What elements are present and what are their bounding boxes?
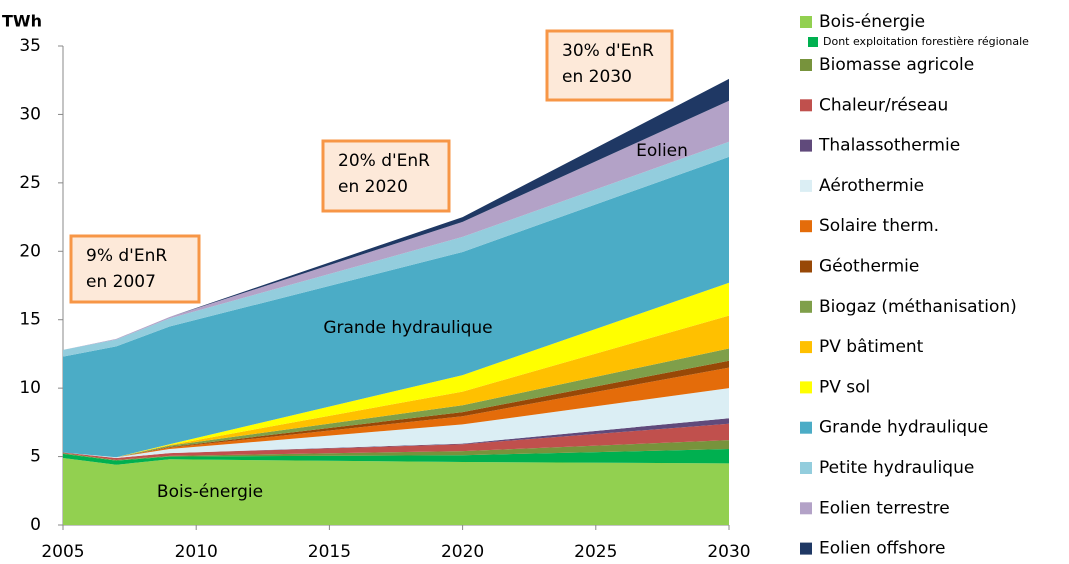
legend-label: Grande hydraulique (819, 418, 988, 438)
legend-label: PV bâtiment (819, 337, 924, 357)
area (63, 141, 729, 357)
legend-label: Petite hydraulique (819, 458, 974, 478)
legend-label: Eolien terrestre (819, 498, 950, 518)
annotation-text: 9% d'EnR (86, 246, 167, 266)
y-tick-label: 10 (19, 378, 41, 398)
area (63, 388, 729, 458)
legend-label: Dont exploitation forestière régionale (823, 35, 1029, 48)
area (63, 156, 729, 458)
annotation-box (545, 29, 674, 102)
legend-label: Biogaz (méthanisation) (819, 297, 1017, 317)
y-tick-label: 35 (19, 36, 41, 56)
legend-swatch (800, 139, 812, 152)
legend-swatch (800, 16, 812, 28)
legend-label: Biomasse agricole (819, 55, 974, 75)
area (63, 423, 729, 460)
annotation-text: en 2007 (86, 272, 156, 292)
legend-swatch (800, 260, 812, 273)
x-tick-label: 2020 (441, 542, 484, 562)
legend-label: Thalassothermie (818, 136, 960, 156)
x-tick-label: 2005 (41, 542, 84, 562)
annotation-box (69, 234, 201, 304)
area (63, 457, 729, 525)
legend-label: Chaleur/réseau (819, 95, 948, 115)
legend-swatch (800, 341, 812, 354)
legend-swatch (800, 542, 812, 555)
area-label: Grande hydraulique (323, 318, 492, 338)
area (63, 449, 729, 465)
legend-label: Aérothermie (819, 176, 924, 196)
annotation-text: en 2020 (338, 177, 408, 197)
y-tick-label: 5 (30, 447, 41, 467)
legend-label: Bois-énergie (819, 12, 925, 32)
y-tick-label: 0 (30, 515, 41, 535)
legend-swatch (800, 300, 812, 313)
y-tick-label: 30 (19, 104, 41, 124)
area (63, 440, 729, 461)
x-tick-label: 2030 (707, 542, 750, 562)
x-tick-label: 2025 (574, 542, 617, 562)
x-tick-label: 2010 (175, 542, 218, 562)
area-label: Eolien (636, 141, 688, 161)
legend-label: Eolien offshore (819, 539, 945, 559)
legend-label: Solaire therm. (819, 216, 939, 236)
annotation-box (321, 139, 451, 213)
legend-label: PV sol (819, 377, 870, 397)
y-axis-label: TWh (2, 12, 42, 31)
legend-swatch (808, 37, 818, 47)
legend-swatch (800, 462, 812, 474)
annotation-text: 30% d'EnR (562, 41, 654, 61)
annotation-text: 20% d'EnR (338, 151, 430, 171)
y-tick-label: 20 (19, 241, 41, 261)
area-label: Bois-énergie (157, 482, 263, 502)
legend-swatch (800, 502, 812, 515)
legend-swatch (800, 99, 812, 112)
legend-label: Géothermie (819, 257, 919, 277)
annotation-text: en 2030 (562, 67, 632, 87)
legend-swatch (800, 381, 812, 394)
y-tick-label: 25 (19, 173, 41, 193)
y-tick-label: 15 (19, 310, 41, 330)
legend-swatch (800, 220, 812, 233)
legend-swatch (800, 179, 812, 192)
x-tick-label: 2015 (308, 542, 351, 562)
legend-swatch (800, 59, 812, 71)
legend-swatch (800, 421, 812, 434)
